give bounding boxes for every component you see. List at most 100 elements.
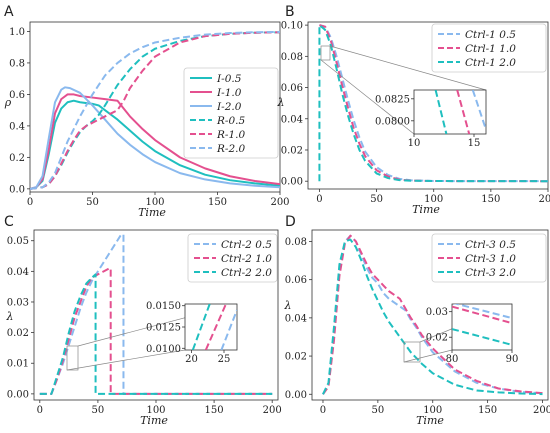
x-tick-label: 200 — [263, 405, 282, 416]
panel-letter: B — [285, 4, 295, 20]
y-tick-label: 0.04 — [7, 267, 29, 278]
zoom-source-box — [403, 341, 421, 363]
legend-box — [183, 67, 279, 159]
y-tick-label: 0.01 — [7, 359, 29, 370]
zoom-connector — [329, 45, 487, 91]
inset-line — [471, 90, 486, 130]
series-group — [318, 24, 548, 183]
x-tick-label: 150 — [208, 197, 227, 208]
x-tick-label: 200 — [533, 405, 550, 416]
inset-series — [191, 304, 237, 350]
panel-letter: A — [4, 4, 14, 20]
panel-letter: C — [4, 214, 14, 230]
panel-d: D 0 50 100 150 200 0.00 0.02 0.04 0.06 0.08 Time λ 80… — [284, 214, 550, 427]
inset-line — [191, 304, 211, 350]
y-tick-label: 0.2 — [9, 153, 25, 164]
series-group — [39, 233, 273, 395]
y-tick-label: 0.08 — [281, 52, 303, 63]
plot-area-frame — [307, 21, 549, 190]
series-line-r-2-0 — [30, 30, 280, 190]
y-tick-label: 0.8 — [9, 58, 25, 69]
inset-y-tick-label: 0.02 — [426, 333, 448, 344]
inset-frame — [451, 303, 513, 351]
y-axis-title: ρ — [4, 96, 12, 109]
x-tick-label: 150 — [481, 194, 500, 205]
legend-label: R-0.5 — [216, 115, 245, 127]
series-line-i-2-0 — [30, 86, 280, 190]
legend-box — [187, 233, 278, 283]
series-line-ctrl-3-2-0 — [322, 238, 543, 396]
inset-line — [456, 90, 471, 134]
y-tick-label: 0.04 — [281, 114, 303, 125]
zoom-connector — [66, 349, 186, 371]
inset-x-tick-label: 25 — [218, 354, 231, 365]
x-tick-label: 0 — [320, 405, 326, 416]
inset-x-tick-label: 10 — [408, 138, 421, 149]
y-tick-label: 0.03 — [7, 297, 29, 308]
y-tick-label: 0.02 — [7, 328, 29, 339]
inset-x-tick-label: 80 — [446, 354, 459, 365]
y-tick-label: 0.6 — [9, 90, 25, 101]
x-tick-label: 100 — [424, 194, 443, 205]
series-line-i-1-0 — [30, 93, 280, 190]
zoom-source-box — [66, 345, 79, 371]
y-axis-title: λ — [284, 299, 292, 312]
legend-box — [431, 23, 547, 73]
y-tick-label: 0.08 — [285, 237, 307, 248]
inset-x-tick-label: 15 — [468, 138, 481, 149]
legend-label: Ctrl-1 0.5 — [465, 29, 516, 41]
plot-area-frame — [311, 229, 549, 401]
inset-y-tick-label: 0.0100 — [146, 344, 181, 355]
zoom-connector — [320, 59, 415, 135]
y-tick-label: 0.06 — [285, 275, 307, 286]
inset-line — [220, 309, 237, 350]
x-tick-label: 50 — [92, 405, 105, 416]
y-tick-label: 0.06 — [281, 83, 303, 94]
inset-y-tick-label: 0.0825 — [375, 94, 410, 105]
series-line-ctrl-2-2-0 — [39, 273, 273, 395]
y-tick-label: 0.00 — [281, 177, 303, 188]
x-axis-title: Time — [416, 414, 444, 427]
legend-label: Ctrl-2 1.0 — [221, 253, 272, 265]
legend-label: Ctrl-2 2.0 — [221, 267, 272, 279]
legend-label: Ctrl-2 0.5 — [221, 239, 272, 251]
x-tick-label: 50 — [86, 197, 99, 208]
x-tick-label: 150 — [478, 405, 497, 416]
x-tick-label: 50 — [370, 194, 383, 205]
y-tick-label: 0.4 — [9, 121, 25, 132]
x-axis-title: Time — [140, 414, 168, 427]
x-axis-title: Time — [138, 206, 166, 219]
series-line-ctrl-3-0-5 — [322, 234, 543, 395]
inset-frame — [413, 89, 487, 135]
series-line-r-1-0 — [30, 31, 280, 190]
zoom-connector — [403, 349, 453, 363]
inset-frame — [184, 303, 238, 351]
series-group — [322, 234, 543, 396]
inset-line — [434, 90, 448, 134]
x-tick-label: 0 — [37, 405, 43, 416]
panel-letter: D — [285, 214, 296, 230]
legend-label: Ctrl-1 1.0 — [465, 43, 516, 55]
y-tick-label: 0.0 — [9, 184, 25, 195]
y-tick-label: 0.05 — [7, 236, 29, 247]
x-tick-label: 150 — [205, 405, 224, 416]
x-tick-label: 100 — [423, 405, 442, 416]
inset-x-tick-label: 20 — [185, 354, 198, 365]
x-axis-title: Time — [412, 203, 440, 216]
y-tick-label: 0.00 — [7, 389, 29, 400]
x-tick-label: 200 — [538, 194, 550, 205]
y-axis-title: λ — [6, 310, 14, 323]
legend-label: I-2.0 — [216, 101, 242, 113]
inset-y-tick-label: 0.03 — [426, 307, 448, 318]
inset-series — [434, 90, 486, 134]
x-tick-label: 100 — [145, 197, 164, 208]
inset-y-tick-label: 0.0800 — [375, 116, 410, 127]
panel-c: C 0 50 100 150 200 0.00 0.01 0.02 0.03 0.04 0.05 Tim… — [4, 214, 282, 427]
legend-label: Ctrl-3 0.5 — [465, 239, 516, 251]
y-tick-label: 1.0 — [9, 27, 25, 38]
y-tick-label: 0.02 — [285, 352, 307, 363]
x-tick-label: 50 — [371, 405, 384, 416]
legend-label: Ctrl-1 2.0 — [465, 57, 516, 69]
legend-box — [431, 233, 547, 283]
